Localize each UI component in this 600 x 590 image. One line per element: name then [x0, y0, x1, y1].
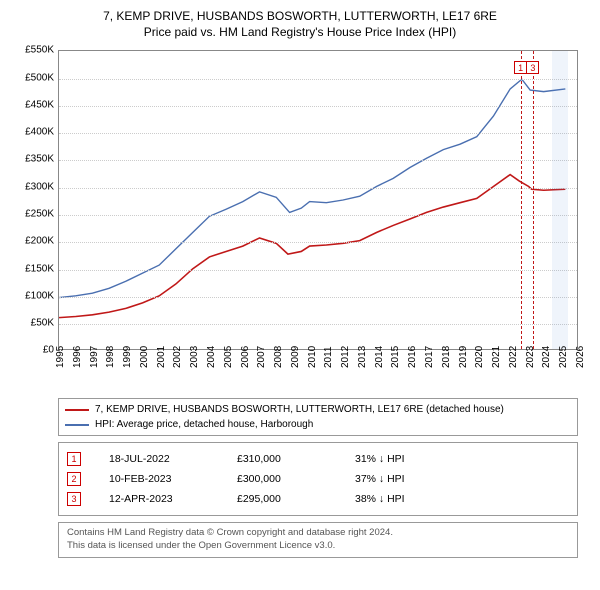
sale-row-marker: 3: [67, 492, 81, 506]
legend-item: HPI: Average price, detached house, Harb…: [65, 417, 571, 432]
attribution: Contains HM Land Registry data © Crown c…: [58, 522, 578, 558]
legend-swatch: [65, 424, 89, 426]
gridline: [59, 79, 577, 80]
chart: £0 £50K £100K £150K £200K £250K £300K £350K £400…: [10, 44, 590, 394]
gridline: [59, 133, 577, 134]
sale-row: 2 10-FEB-2023 £300,000 37% ↓ HPI: [67, 469, 569, 489]
line-series-svg: [59, 51, 577, 349]
legend-label: HPI: Average price, detached house, Harb…: [95, 417, 313, 432]
y-tick-label: £400K: [10, 127, 54, 138]
sale-price: £295,000: [237, 493, 327, 505]
gridline: [59, 242, 577, 243]
sale-marker-box: 3: [526, 61, 539, 74]
title-subtitle: Price paid vs. HM Land Registry's House …: [10, 24, 590, 40]
attribution-line1: Contains HM Land Registry data © Crown c…: [67, 527, 569, 540]
y-tick-label: £450K: [10, 99, 54, 110]
legend-item: 7, KEMP DRIVE, HUSBANDS BOSWORTH, LUTTER…: [65, 402, 571, 417]
gridline: [59, 324, 577, 325]
y-tick-label: £500K: [10, 72, 54, 83]
plot-area: 13: [58, 50, 578, 350]
sale-row-marker: 2: [67, 472, 81, 486]
sale-delta: 38% ↓ HPI: [355, 493, 475, 505]
sale-date: 10-FEB-2023: [109, 473, 209, 485]
sale-row: 3 12-APR-2023 £295,000 38% ↓ HPI: [67, 489, 569, 509]
gridline: [59, 106, 577, 107]
y-tick-label: £200K: [10, 236, 54, 247]
sale-date: 12-APR-2023: [109, 493, 209, 505]
title-address: 7, KEMP DRIVE, HUSBANDS BOSWORTH, LUTTER…: [10, 8, 590, 24]
y-tick-label: £50K: [10, 318, 54, 329]
sale-marker-line: [521, 51, 522, 349]
y-tick-label: £550K: [10, 45, 54, 56]
sale-marker-box: 1: [514, 61, 527, 74]
sale-price: £300,000: [237, 473, 327, 485]
sale-price: £310,000: [237, 453, 327, 465]
chart-container: 7, KEMP DRIVE, HUSBANDS BOSWORTH, LUTTER…: [0, 0, 600, 564]
gridline: [59, 297, 577, 298]
sale-delta: 31% ↓ HPI: [355, 453, 475, 465]
y-tick-label: £0: [10, 345, 54, 356]
y-tick-label: £300K: [10, 181, 54, 192]
y-tick-label: £150K: [10, 263, 54, 274]
y-tick-label: £100K: [10, 290, 54, 301]
legend: 7, KEMP DRIVE, HUSBANDS BOSWORTH, LUTTER…: [58, 398, 578, 436]
sale-delta: 37% ↓ HPI: [355, 473, 475, 485]
legend-label: 7, KEMP DRIVE, HUSBANDS BOSWORTH, LUTTER…: [95, 402, 504, 417]
title-block: 7, KEMP DRIVE, HUSBANDS BOSWORTH, LUTTER…: [10, 8, 590, 40]
sale-row-marker: 1: [67, 452, 81, 466]
gridline: [59, 270, 577, 271]
x-tick-label: 2026: [575, 346, 600, 368]
series-hpi: [59, 80, 565, 298]
legend-swatch: [65, 409, 89, 411]
sale-marker-line: [533, 51, 534, 349]
gridline: [59, 215, 577, 216]
sale-row: 1 18-JUL-2022 £310,000 31% ↓ HPI: [67, 449, 569, 469]
attribution-line2: This data is licensed under the Open Gov…: [67, 540, 569, 553]
y-tick-label: £250K: [10, 209, 54, 220]
gridline: [59, 188, 577, 189]
forecast-band: [552, 51, 568, 349]
y-tick-label: £350K: [10, 154, 54, 165]
sale-date: 18-JUL-2022: [109, 453, 209, 465]
gridline: [59, 160, 577, 161]
sales-table: 1 18-JUL-2022 £310,000 31% ↓ HPI 2 10-FEB-202…: [58, 442, 578, 516]
